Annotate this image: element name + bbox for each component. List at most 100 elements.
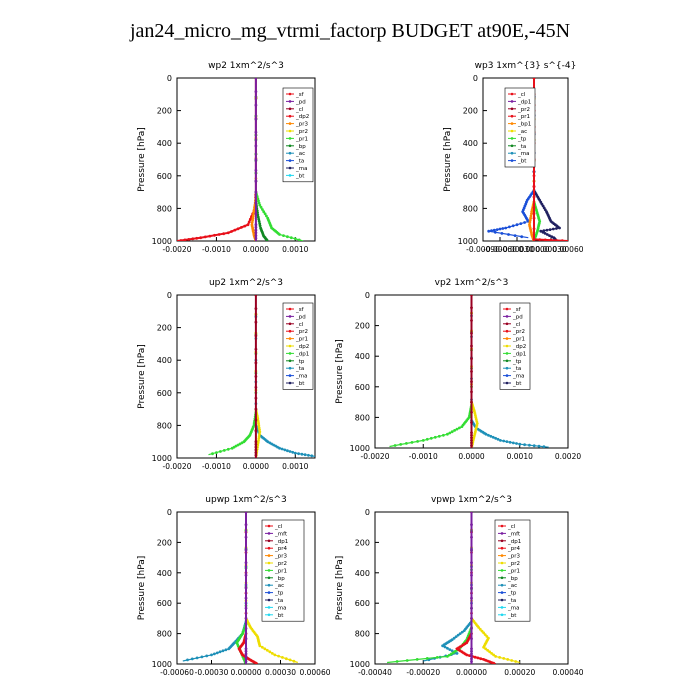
- chart-title: up2 1xm^2/s^3: [209, 278, 283, 288]
- y-tick-label: 400: [355, 569, 370, 578]
- series-line-4: [455, 512, 496, 664]
- legend-marker: [500, 524, 504, 528]
- series-point: [511, 441, 515, 445]
- series-point: [261, 208, 264, 211]
- series-point: [227, 647, 231, 651]
- series-point: [221, 649, 225, 653]
- series-point: [475, 422, 479, 425]
- series-point: [433, 435, 437, 439]
- y-tick-label: 400: [463, 139, 478, 148]
- series-point: [456, 633, 460, 637]
- legend-label: _bt: [295, 173, 305, 179]
- x-tick-label: 0.00000: [518, 245, 549, 254]
- series-group: [177, 78, 304, 241]
- series-point: [479, 657, 483, 661]
- legend-label: _tp: [517, 136, 527, 142]
- y-tick-label: 200: [157, 107, 172, 116]
- series-point: [443, 645, 447, 649]
- x-tick-label: 0.0020: [555, 452, 581, 461]
- series-point: [244, 627, 248, 630]
- series-point: [257, 426, 261, 429]
- legend-label: _dp2: [295, 344, 309, 350]
- series-point: [470, 344, 473, 348]
- y-tick-label: 0: [167, 74, 172, 83]
- legend-marker: [505, 366, 509, 370]
- series-point: [263, 647, 267, 651]
- series-point: [530, 212, 533, 216]
- series-point: [537, 444, 541, 448]
- y-tick-label: 1000: [350, 660, 370, 669]
- series-point: [460, 425, 464, 428]
- y-tick-label: 600: [355, 383, 370, 392]
- series-point: [215, 451, 218, 454]
- series-point: [217, 233, 221, 236]
- series-point: [265, 214, 268, 218]
- x-tick-label: -0.00090: [466, 245, 500, 254]
- series-point: [254, 78, 258, 80]
- legend-marker: [500, 598, 504, 602]
- legend-label: _ta: [507, 598, 516, 604]
- series-point: [244, 561, 248, 565]
- series-line-1: [208, 295, 257, 456]
- plot-frame: [176, 77, 316, 242]
- legend-marker: [505, 352, 509, 355]
- legend-label: _sf: [295, 92, 305, 98]
- legend-label: _tp: [274, 591, 284, 597]
- series-point: [254, 295, 258, 297]
- series-point: [280, 447, 284, 451]
- series-point: [254, 418, 258, 422]
- series-point: [529, 214, 533, 218]
- x-tick-label: -0.00040: [358, 668, 392, 677]
- x-tick-label: 0.00000: [456, 668, 487, 677]
- chart-panel-4: vp2 1xm^2/s^3 Pressure [hPa] 0 200 400 600 800…: [335, 278, 581, 461]
- series-point: [254, 179, 258, 183]
- legend-marker: [288, 381, 292, 385]
- series-point: [470, 390, 473, 394]
- plot-frame: [176, 294, 316, 459]
- series-point: [551, 227, 555, 231]
- series-point: [251, 219, 255, 222]
- series-point: [470, 606, 473, 610]
- series-point: [421, 439, 425, 442]
- series-point: [499, 439, 502, 442]
- series-point: [560, 239, 564, 241]
- series-point: [558, 226, 561, 230]
- series-point: [278, 233, 281, 236]
- legend-marker: [505, 359, 509, 363]
- series-point: [288, 450, 292, 453]
- series-point: [415, 658, 419, 661]
- series-point: [514, 660, 518, 663]
- series-point: [244, 548, 248, 552]
- series-point: [498, 227, 502, 231]
- series-point: [470, 410, 473, 414]
- legend-label: _pr1: [512, 337, 525, 343]
- chart-title: vpwp 1xm^2/s^3: [431, 495, 512, 505]
- legend-label: _ta: [274, 598, 283, 604]
- legend-marker: [505, 322, 509, 326]
- legend-label: _ma: [507, 605, 519, 611]
- series-point: [470, 660, 473, 663]
- series-point: [538, 238, 542, 241]
- series-point: [199, 236, 203, 240]
- legend-label: _ma: [512, 374, 524, 380]
- series-point: [254, 117, 258, 121]
- series-point: [218, 650, 222, 654]
- legend-label: _dp2: [295, 114, 309, 120]
- series-point: [470, 331, 473, 335]
- series-line-4: [237, 512, 258, 664]
- y-tick-label: 400: [355, 352, 370, 361]
- series-point: [474, 418, 478, 421]
- y-tick-label: 400: [157, 356, 172, 365]
- series-point: [277, 654, 280, 658]
- series-group: [389, 295, 549, 448]
- series-point: [210, 653, 213, 657]
- series-point: [555, 227, 558, 230]
- series-point: [211, 452, 214, 456]
- series-point: [470, 617, 473, 620]
- series-point: [244, 647, 248, 651]
- series-point: [254, 375, 258, 378]
- series-point: [254, 361, 258, 365]
- legend-label: _ta: [512, 366, 521, 372]
- y-tick-label: 0: [167, 291, 172, 300]
- series-point: [244, 637, 248, 641]
